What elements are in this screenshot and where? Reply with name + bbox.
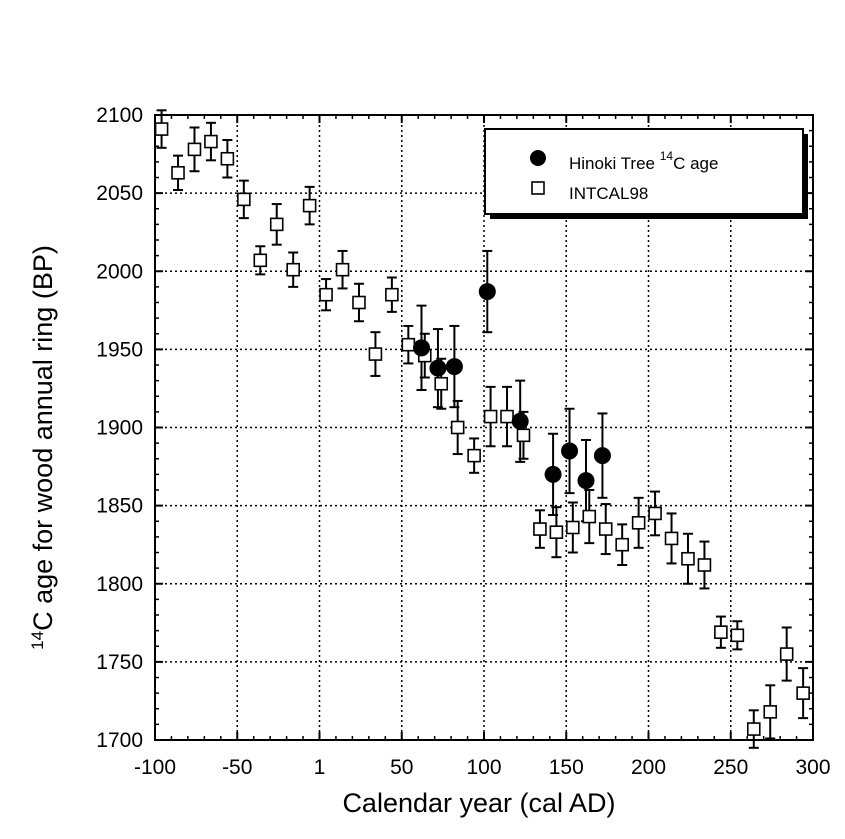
- intcal98-point: [220, 151, 235, 166]
- intcal98-point: [187, 142, 202, 157]
- hinoki-point: [429, 359, 447, 377]
- intcal98-point: [450, 420, 465, 435]
- y-tick-label: 2100: [96, 104, 143, 127]
- hinoki-point: [544, 465, 562, 483]
- intcal98-point: [467, 448, 481, 463]
- x-tick-labels: -100 -50 1 50 100 150 200 250 300: [134, 756, 831, 779]
- plot-frame: [154, 114, 814, 741]
- intcal98-point: [697, 558, 712, 572]
- legend-box: [484, 128, 804, 215]
- x-tick-label: 1: [314, 756, 326, 779]
- y-tick-label: 1950: [96, 338, 143, 361]
- hinoki-point: [577, 472, 595, 490]
- intcal98-point: [533, 522, 547, 536]
- intcal98-point: [269, 217, 284, 232]
- y-tick-labels: 1700 1750 1800 1850 1900 1950 2000 2050 2100: [96, 104, 143, 752]
- intcal98-point: [253, 253, 268, 268]
- intcal98-point: [352, 295, 366, 310]
- y-axis-title: 14C age for wood annual ring (BP): [28, 245, 59, 650]
- x-tick-label: -50: [222, 756, 252, 779]
- x-tick-label: 200: [631, 756, 666, 779]
- x-tick-label: -100: [134, 756, 176, 779]
- x-tick-label: 150: [549, 756, 584, 779]
- intcal98-point: [549, 525, 564, 539]
- intcal98-point: [204, 134, 218, 149]
- intcal98-point: [237, 192, 251, 207]
- intcal98-point: [385, 287, 399, 302]
- legend-label: Hinoki Tree 14C age: [569, 149, 718, 173]
- y-tick-label: 1900: [96, 417, 143, 440]
- data-markers: [154, 122, 810, 736]
- y-tick-label: 1800: [96, 573, 143, 596]
- legend-marker-hinoki: [530, 150, 546, 166]
- y-tick-label: 2050: [96, 182, 143, 205]
- intcal98-point: [319, 287, 333, 302]
- intcal98-point: [483, 409, 498, 424]
- intcal98-point: [664, 531, 679, 546]
- y-tick-label: 1750: [96, 651, 143, 674]
- intcal98-point: [401, 337, 416, 352]
- y-tick-label: 1850: [96, 495, 143, 518]
- y-tick-label: 2000: [96, 260, 143, 283]
- y-tick-label: 1700: [96, 729, 143, 752]
- intcal98-point: [615, 537, 629, 552]
- intcal98-point: [286, 262, 300, 277]
- intcal98-point: [648, 506, 662, 521]
- intcal98-point: [730, 628, 745, 643]
- legend-label: INTCAL98: [569, 184, 648, 203]
- intcal98-point: [779, 647, 794, 661]
- intcal98-point: [631, 516, 646, 530]
- intcal98-point: [335, 262, 350, 277]
- hinoki-point: [412, 339, 430, 357]
- intcal98-point: [566, 520, 580, 535]
- intcal98-point: [763, 705, 778, 719]
- intcal98-point: [746, 722, 761, 736]
- legend-marker-intcal98: [531, 181, 545, 195]
- intcal98-point: [681, 551, 695, 566]
- intcal98-point: [154, 122, 169, 136]
- intcal98-point: [368, 347, 383, 361]
- hinoki-point: [593, 447, 611, 465]
- hinoki-point: [445, 358, 463, 376]
- intcal98-point: [302, 198, 317, 213]
- x-axis-title: Calendar year (cal AD): [342, 788, 615, 818]
- intcal98-point: [171, 166, 185, 180]
- hinoki-point: [478, 283, 496, 301]
- x-tick-label: 300: [795, 756, 830, 779]
- intcal98-point: [598, 522, 613, 536]
- legend: Hinoki Tree 14C age INTCAL98: [484, 128, 808, 219]
- x-tick-label: 250: [713, 756, 748, 779]
- intcal98-point: [434, 376, 449, 391]
- x-tick-label: 100: [466, 756, 501, 779]
- hinoki-point: [561, 442, 579, 460]
- hinoki-point: [511, 412, 529, 430]
- intcal98-point: [714, 625, 728, 639]
- intcal98-point: [796, 686, 810, 700]
- intcal98-point: [500, 409, 514, 424]
- x-tick-label: 50: [390, 756, 413, 779]
- intcal98-point: [516, 428, 531, 443]
- intcal98-point: [582, 509, 597, 524]
